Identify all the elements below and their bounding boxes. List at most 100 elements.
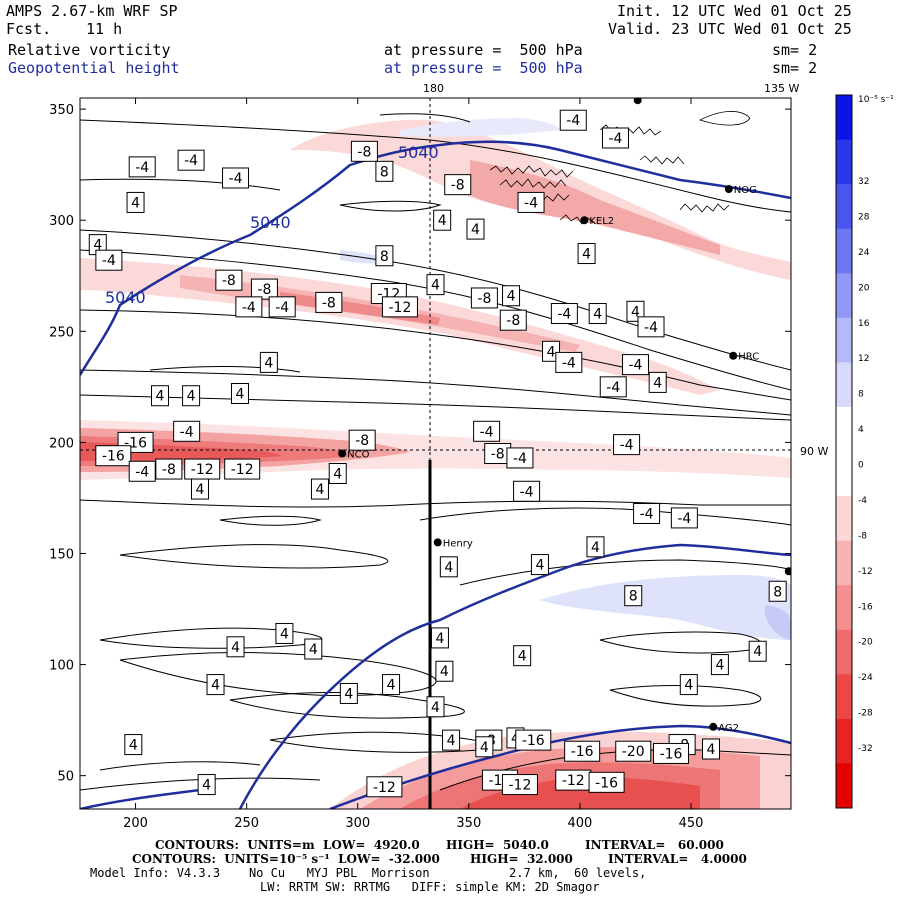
contour-label-value: 4 <box>547 344 556 360</box>
contour-label-value: 4 <box>435 631 444 647</box>
contour-label-box <box>268 296 296 318</box>
contour-label-value: -4 <box>480 424 494 440</box>
colorbar-band <box>836 718 852 764</box>
contour-label: -16 <box>564 740 601 762</box>
contour-label-box <box>444 174 472 196</box>
contour-label: -12 <box>184 458 221 480</box>
colorbar-tick-label: -32 <box>858 744 873 754</box>
contour-label-value: -12 <box>373 780 396 796</box>
contour-label-value: -4 <box>102 253 116 269</box>
contour-label: 4 <box>502 285 521 307</box>
contour-label-box <box>670 507 698 529</box>
contour-label-box <box>513 645 532 667</box>
contour-label-value: -4 <box>608 131 622 147</box>
contour-label-box <box>222 167 250 189</box>
contour-label: 4 <box>328 462 347 484</box>
contour-label-box <box>624 585 643 607</box>
contour-label: 8 <box>375 245 394 267</box>
contour-label-box <box>442 729 461 751</box>
contour-label-box <box>586 536 605 558</box>
height-label-5040-c: 5040 <box>398 143 439 162</box>
contour-label: -8 <box>155 458 183 480</box>
contour-label-value: -8 <box>257 282 271 298</box>
colorbar-band <box>836 362 852 408</box>
x-tick-label: 300 <box>345 816 370 831</box>
parallel-90-label: 90 W <box>800 445 828 458</box>
contour-label-value: -4 <box>184 153 198 169</box>
contour-label-value: -8 <box>322 295 336 311</box>
contour-label-value: -8 <box>355 433 369 449</box>
contour-label-box <box>328 462 347 484</box>
contour-label-box <box>177 149 205 171</box>
contour-label: 4 <box>586 536 605 558</box>
contour-label-value: 4 <box>431 700 440 716</box>
contour-label-value: -8 <box>491 447 505 463</box>
contour-label-box <box>615 740 652 762</box>
colorbar-band <box>836 273 852 319</box>
contour-label-value: 4 <box>129 738 138 754</box>
contour-label-box <box>235 296 263 318</box>
contour-label-box <box>375 245 394 267</box>
contour-label-box <box>259 351 278 373</box>
contour-label-box <box>559 109 587 131</box>
contour-label-box <box>155 458 183 480</box>
contour-label: -8 <box>444 174 472 196</box>
contour-label-value: 4 <box>631 304 640 320</box>
footer-height-contours: CONTOURS: UNITS=m LOW= 4920.0 <box>155 838 420 852</box>
contour-label-value: 4 <box>444 560 453 576</box>
contour-label-value: 4 <box>753 644 762 660</box>
contour-label-value: -16 <box>660 746 683 762</box>
station-marker <box>784 567 791 576</box>
field1-smoothing: sm= 2 <box>772 41 818 59</box>
contour-label: -4 <box>613 434 641 456</box>
positive-vorticity-shading <box>340 118 791 640</box>
contour-label: -4 <box>550 303 578 325</box>
contour-label-value: -4 <box>606 380 620 396</box>
contour-label-value: 4 <box>264 355 273 371</box>
contour-label: -4 <box>473 420 501 442</box>
contour-label-value: 4 <box>333 466 342 482</box>
contour-label-box <box>95 445 132 467</box>
contour-label: 4 <box>230 383 249 405</box>
contour-label-box <box>530 554 549 576</box>
contour-label-box <box>375 160 394 182</box>
field2-level: at pressure = 500 hPa <box>384 59 583 77</box>
colorbar-tick-label: -20 <box>858 638 873 648</box>
contour-label: -4 <box>637 316 665 338</box>
contour-label: -4 <box>506 447 534 469</box>
contour-label-value: -8 <box>357 144 371 160</box>
colorbar-band <box>836 228 852 274</box>
contour-label: -4 <box>621 354 649 376</box>
contour-label: 4 <box>339 682 358 704</box>
colorbar-band <box>836 139 852 185</box>
contour-label-box <box>435 660 454 682</box>
contour-label-box <box>126 191 145 213</box>
colorbar-tick-label: 20 <box>858 283 870 293</box>
contour-label-box <box>439 556 458 578</box>
forecast-label: Fcst. <box>6 20 52 38</box>
contour-label: 8 <box>375 160 394 182</box>
contour-label-box <box>230 383 249 405</box>
contour-label: 4 <box>190 478 209 500</box>
x-tick-label: 450 <box>679 816 704 831</box>
contour-label-value: 4 <box>316 482 325 498</box>
y-tick-label: 100 <box>49 659 74 674</box>
contour-label-value: 4 <box>156 389 165 405</box>
contour-label-value: 4 <box>582 247 591 263</box>
y-tick-label: 250 <box>49 325 74 340</box>
contour-label-box <box>513 480 541 502</box>
footer-vort-contours: CONTOURS: UNITS=10⁻⁵ s⁻¹ LOW= -32.000 <box>132 852 440 866</box>
contour-label-box <box>310 478 329 500</box>
station-marker <box>338 449 347 458</box>
height-contours <box>80 140 791 809</box>
contour-label-box <box>748 640 767 662</box>
contour-label-value: -20 <box>622 744 645 760</box>
y-tick-label: 350 <box>49 103 74 118</box>
contour-label-box <box>588 303 607 325</box>
contour-label-box <box>348 429 376 451</box>
contour-label-box <box>466 218 485 240</box>
contour-label-box <box>124 734 143 756</box>
x-tick-label: 250 <box>234 816 259 831</box>
contour-label: 4 <box>206 674 225 696</box>
